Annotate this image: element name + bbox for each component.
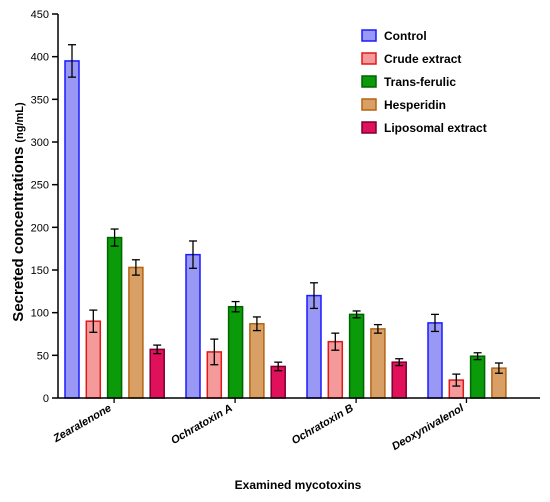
y-tick-label: 400: [31, 52, 49, 64]
y-axis-title: Secreted concentrations (ng/mL): [10, 102, 27, 322]
x-tick-label: Deoxynivalenol: [390, 402, 467, 453]
y-tick-label: 450: [31, 9, 49, 21]
legend-label: Hesperidin: [384, 98, 446, 112]
x-tick-label: Zearalenone: [51, 402, 114, 445]
bar-liposomal-extract: [149, 348, 165, 399]
x-axis-title: Examined mycotoxins: [235, 478, 362, 492]
bar-group-zearalenone: [64, 44, 165, 399]
legend-label: Control: [384, 29, 427, 43]
legend-swatch: [361, 29, 377, 42]
x-tick-label: Ochratoxin A: [169, 402, 235, 447]
legend-item-control: Control: [361, 29, 427, 43]
bar-trans-ferulic: [227, 305, 244, 399]
legend-label: Liposomal extract: [384, 121, 487, 135]
y-tick-label: 100: [31, 308, 49, 320]
x-axis: Zearalenone Ochratoxin A Ochratoxin B Deoxy…: [51, 397, 540, 453]
bar-control: [427, 322, 443, 399]
y-axis: 0 50 100 150 200 250 300 350 400 450: [31, 9, 59, 405]
legend-item-liposomal-extract: Liposomal extract: [361, 121, 487, 135]
bar-control: [185, 253, 201, 399]
bar-group-ochratoxin-b: [306, 282, 407, 399]
y-tick-label: 350: [31, 94, 49, 106]
y-tick-label: 200: [31, 222, 49, 234]
legend-item-hesperidin: Hesperidin: [361, 98, 446, 112]
y-tick-label: 0: [43, 393, 49, 405]
bar-trans-ferulic: [469, 355, 486, 399]
bar-trans-ferulic: [106, 236, 123, 399]
legend-swatch: [361, 52, 377, 65]
y-tick-label: 250: [31, 180, 49, 192]
y-axis-title-unit: (ng/mL): [14, 102, 26, 143]
y-tick-label: 50: [37, 350, 49, 362]
bar-hesperidin: [249, 323, 265, 399]
bar-control: [64, 60, 80, 399]
x-tick-label: Ochratoxin B: [290, 402, 356, 447]
legend-swatch: [361, 121, 377, 134]
legend-swatch: [361, 75, 377, 88]
bar-group-ochratoxin-a: [185, 240, 286, 399]
y-tick-label: 150: [31, 265, 49, 277]
bar-group-deoxynivalenol: [427, 313, 507, 399]
legend: Control Crude extract Trans-ferulic Hesperi…: [361, 29, 487, 135]
legend-swatch: [361, 98, 377, 111]
bar-control: [306, 294, 322, 399]
legend-item-crude-extract: Crude extract: [361, 52, 461, 66]
legend-item-trans-ferulic: Trans-ferulic: [361, 75, 456, 89]
bar-hesperidin: [128, 266, 144, 399]
legend-label: Trans-ferulic: [384, 75, 456, 89]
bar-hesperidin: [370, 328, 386, 399]
bar-trans-ferulic: [348, 313, 365, 399]
y-tick-label: 300: [31, 137, 49, 149]
y-axis-title-main: Secreted concentrations: [10, 147, 27, 322]
bar-liposomal-extract: [391, 361, 407, 399]
legend-label: Crude extract: [384, 52, 461, 66]
